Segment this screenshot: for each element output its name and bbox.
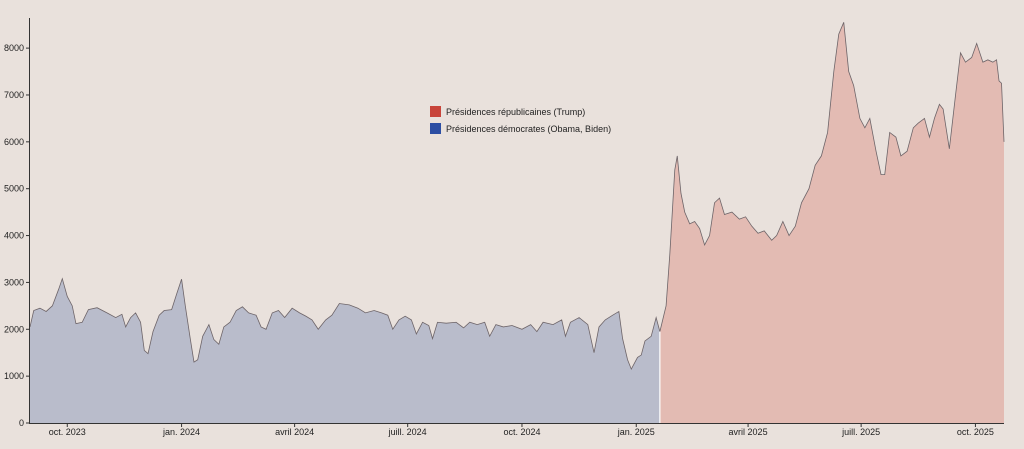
chart-axes: 0 1000 2000 3000 4000 5000 6000 7000 8000 oct. 2… [4, 18, 1004, 437]
y-tick-label: 0 [19, 418, 24, 428]
x-tick-label: oct. 2024 [503, 427, 540, 437]
legend-label-republican: Présidences républicaines (Trump) [446, 107, 585, 117]
y-tick-label: 3000 [4, 277, 24, 287]
x-tick-label: avril 2024 [275, 427, 314, 437]
series-area-1 [659, 22, 1004, 424]
y-tick-label: 1000 [4, 371, 24, 381]
legend-swatch-republican [430, 106, 441, 117]
x-tick-label: jan. 2024 [162, 427, 200, 437]
chart-areas [29, 22, 1005, 424]
y-tick-label: 4000 [4, 231, 24, 241]
series-line-0 [29, 277, 661, 371]
series-area-0 [30, 278, 660, 423]
x-tick-label: oct. 2023 [49, 427, 86, 437]
legend-swatch-democrat [430, 123, 441, 134]
x-tick-label: oct. 2025 [957, 427, 994, 437]
y-tick-label: 6000 [4, 137, 24, 147]
x-tick-label: juill. 2025 [841, 427, 880, 437]
legend: Présidences républicaines (Trump) Présid… [430, 106, 611, 134]
x-tick-label: jan. 2025 [617, 427, 655, 437]
x-ticks: oct. 2023 jan. 2024 avril 2024 juill. 2024 o… [49, 423, 994, 437]
y-tick-label: 2000 [4, 324, 24, 334]
y-ticks: 0 1000 2000 3000 4000 5000 6000 7000 8000 [4, 43, 30, 428]
legend-label-democrat: Présidences démocrates (Obama, Biden) [446, 124, 611, 134]
series-line-1 [659, 22, 1005, 332]
x-tick-label: avril 2025 [729, 427, 768, 437]
legend-item-republican: Présidences républicaines (Trump) [430, 106, 585, 117]
y-tick-label: 7000 [4, 90, 24, 100]
legend-item-democrat: Présidences démocrates (Obama, Biden) [430, 123, 611, 134]
x-tick-label: juill. 2024 [388, 427, 427, 437]
y-tick-label: 5000 [4, 184, 24, 194]
y-tick-label: 8000 [4, 43, 24, 53]
